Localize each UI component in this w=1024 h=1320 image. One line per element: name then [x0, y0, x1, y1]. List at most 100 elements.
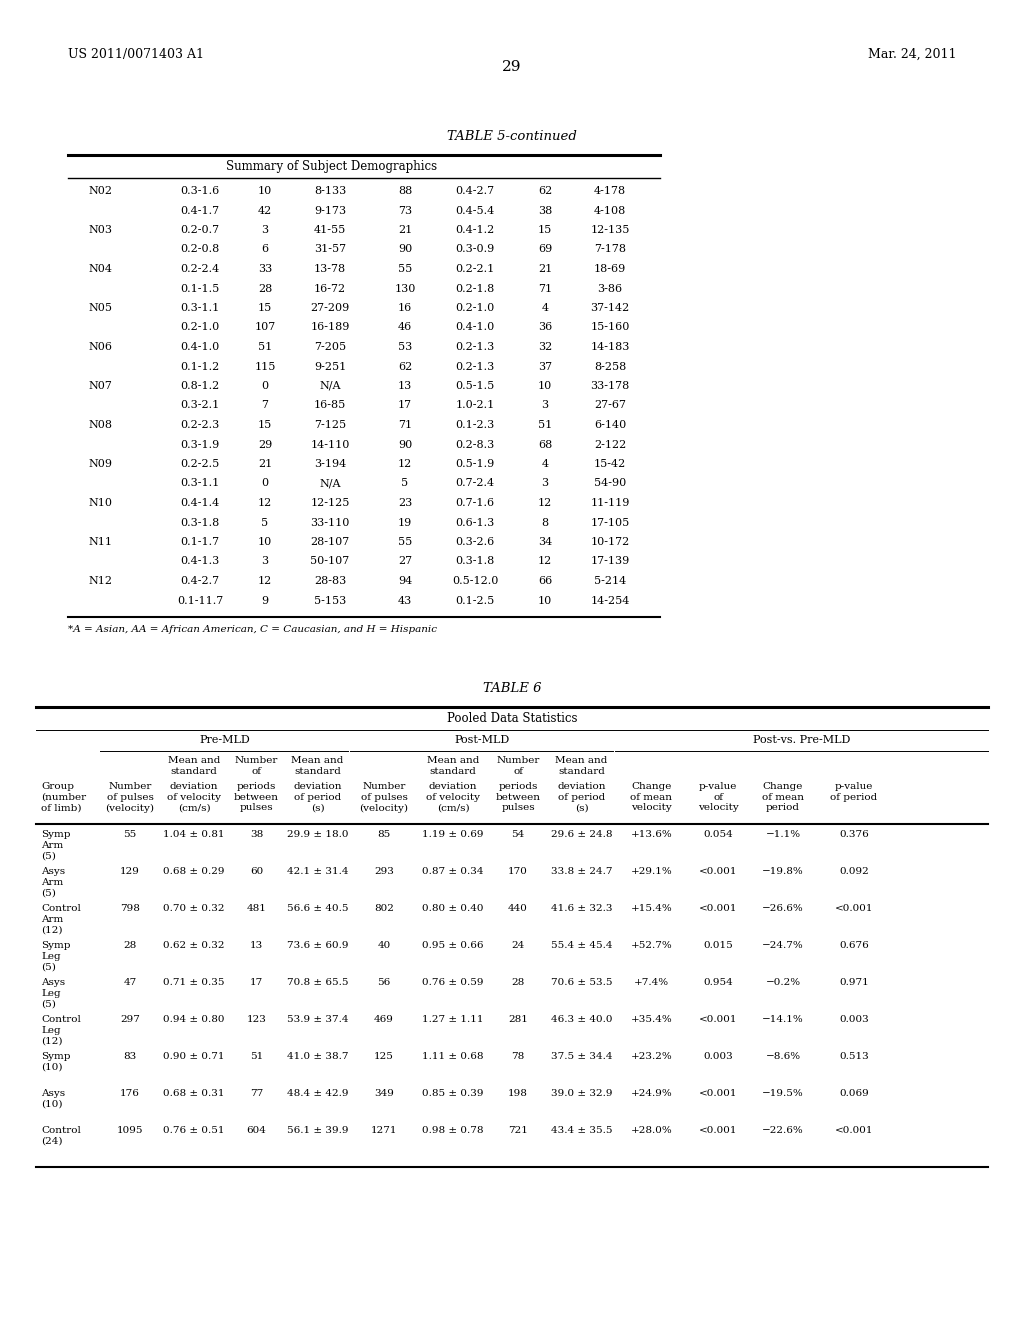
- Text: 0.4-1.3: 0.4-1.3: [180, 557, 219, 566]
- Text: 21: 21: [258, 459, 272, 469]
- Text: 28-83: 28-83: [314, 576, 346, 586]
- Text: N11: N11: [88, 537, 112, 546]
- Text: 176: 176: [120, 1089, 140, 1098]
- Text: 297: 297: [120, 1015, 140, 1024]
- Text: 14-183: 14-183: [590, 342, 630, 352]
- Text: 12: 12: [538, 557, 552, 566]
- Text: 90: 90: [398, 244, 412, 255]
- Text: 5: 5: [261, 517, 268, 528]
- Text: 69: 69: [538, 244, 552, 255]
- Text: 0.87 ± 0.34: 0.87 ± 0.34: [422, 867, 483, 876]
- Text: 0.3-2.6: 0.3-2.6: [456, 537, 495, 546]
- Text: 7-125: 7-125: [314, 420, 346, 430]
- Text: 21: 21: [538, 264, 552, 275]
- Text: 0.1-11.7: 0.1-11.7: [177, 595, 223, 606]
- Text: 37-142: 37-142: [591, 304, 630, 313]
- Text: +7.4%: +7.4%: [634, 978, 669, 987]
- Text: 62: 62: [398, 362, 412, 371]
- Text: 77: 77: [250, 1089, 263, 1098]
- Text: 129: 129: [120, 867, 140, 876]
- Text: <0.001: <0.001: [698, 1126, 737, 1135]
- Text: Mar. 24, 2011: Mar. 24, 2011: [867, 48, 956, 61]
- Text: deviation
of period
(s): deviation of period (s): [557, 781, 606, 813]
- Text: 0.1-2.5: 0.1-2.5: [456, 595, 495, 606]
- Text: 33: 33: [258, 264, 272, 275]
- Text: 0.2-2.5: 0.2-2.5: [180, 459, 219, 469]
- Text: +52.7%: +52.7%: [631, 941, 673, 950]
- Text: 0.5-12.0: 0.5-12.0: [452, 576, 499, 586]
- Text: 48.4 ± 42.9: 48.4 ± 42.9: [287, 1089, 348, 1098]
- Text: 16-72: 16-72: [314, 284, 346, 293]
- Text: 0.3-1.1: 0.3-1.1: [180, 304, 219, 313]
- Text: 0.2-2.4: 0.2-2.4: [180, 264, 219, 275]
- Text: Symp
Arm
(5): Symp Arm (5): [41, 830, 71, 861]
- Text: 29: 29: [258, 440, 272, 450]
- Text: 7: 7: [261, 400, 268, 411]
- Text: N09: N09: [88, 459, 112, 469]
- Text: 0.6-1.3: 0.6-1.3: [456, 517, 495, 528]
- Text: 0.003: 0.003: [839, 1015, 869, 1024]
- Text: 73.6 ± 60.9: 73.6 ± 60.9: [287, 941, 348, 950]
- Text: 0.2-1.0: 0.2-1.0: [180, 322, 219, 333]
- Text: 38: 38: [250, 830, 263, 840]
- Text: deviation
of velocity
(cm/s): deviation of velocity (cm/s): [426, 781, 480, 813]
- Text: *A = Asian, AA = African American, C = Caucasian, and H = Hispanic: *A = Asian, AA = African American, C = C…: [68, 624, 437, 634]
- Text: 8-258: 8-258: [594, 362, 626, 371]
- Text: 5-153: 5-153: [314, 595, 346, 606]
- Text: 0.513: 0.513: [839, 1052, 869, 1061]
- Text: 0.4-2.7: 0.4-2.7: [180, 576, 219, 586]
- Text: 88: 88: [398, 186, 412, 195]
- Text: +15.4%: +15.4%: [631, 904, 673, 913]
- Text: 12: 12: [398, 459, 412, 469]
- Text: 0.95 ± 0.66: 0.95 ± 0.66: [422, 941, 483, 950]
- Text: 0: 0: [261, 381, 268, 391]
- Text: 28: 28: [258, 284, 272, 293]
- Text: Control
Leg
(12): Control Leg (12): [41, 1015, 81, 1045]
- Text: 1.11 ± 0.68: 1.11 ± 0.68: [422, 1052, 483, 1061]
- Text: 33.8 ± 24.7: 33.8 ± 24.7: [551, 867, 612, 876]
- Text: 83: 83: [123, 1052, 136, 1061]
- Text: 43: 43: [398, 595, 412, 606]
- Text: −24.7%: −24.7%: [762, 941, 804, 950]
- Text: Asys
Leg
(5): Asys Leg (5): [41, 978, 66, 1008]
- Text: +29.1%: +29.1%: [631, 867, 673, 876]
- Text: 0.80 ± 0.40: 0.80 ± 0.40: [422, 904, 483, 913]
- Text: 56.6 ± 40.5: 56.6 ± 40.5: [287, 904, 348, 913]
- Text: 17-105: 17-105: [591, 517, 630, 528]
- Text: 130: 130: [394, 284, 416, 293]
- Text: 21: 21: [398, 224, 412, 235]
- Text: Mean and: Mean and: [555, 756, 607, 766]
- Text: 0.7-2.4: 0.7-2.4: [456, 479, 495, 488]
- Text: 28: 28: [511, 978, 524, 987]
- Text: 12: 12: [538, 498, 552, 508]
- Text: 38: 38: [538, 206, 552, 215]
- Text: 15-160: 15-160: [590, 322, 630, 333]
- Text: 5: 5: [401, 479, 409, 488]
- Text: 90: 90: [398, 440, 412, 450]
- Text: 0.94 ± 0.80: 0.94 ± 0.80: [163, 1015, 224, 1024]
- Text: 0.3-0.9: 0.3-0.9: [456, 244, 495, 255]
- Text: 31-57: 31-57: [314, 244, 346, 255]
- Text: 0.71 ± 0.35: 0.71 ± 0.35: [163, 978, 224, 987]
- Text: 604: 604: [247, 1126, 266, 1135]
- Text: p-value
of period: p-value of period: [830, 781, 878, 801]
- Text: TABLE 6: TABLE 6: [482, 682, 542, 696]
- Text: 66: 66: [538, 576, 552, 586]
- Text: 0.2-8.3: 0.2-8.3: [456, 440, 495, 450]
- Text: Pre-MLD: Pre-MLD: [200, 735, 251, 744]
- Text: −22.6%: −22.6%: [762, 1126, 804, 1135]
- Text: 54: 54: [511, 830, 524, 840]
- Text: 41-55: 41-55: [314, 224, 346, 235]
- Text: Group
(number
of limb): Group (number of limb): [41, 781, 86, 813]
- Text: N02: N02: [88, 186, 112, 195]
- Text: 60: 60: [250, 867, 263, 876]
- Text: N06: N06: [88, 342, 112, 352]
- Text: 18-69: 18-69: [594, 264, 626, 275]
- Text: <0.001: <0.001: [835, 1126, 873, 1135]
- Text: 721: 721: [508, 1126, 528, 1135]
- Text: 0.2-1.3: 0.2-1.3: [456, 362, 495, 371]
- Text: 0.85 ± 0.39: 0.85 ± 0.39: [422, 1089, 483, 1098]
- Text: <0.001: <0.001: [698, 1015, 737, 1024]
- Text: 56: 56: [378, 978, 390, 987]
- Text: 798: 798: [120, 904, 140, 913]
